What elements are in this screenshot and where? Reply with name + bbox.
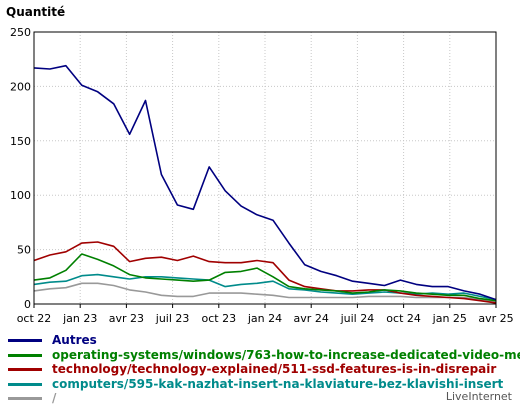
- plot-frame: [33, 31, 497, 305]
- legend-swatch: [8, 397, 42, 401]
- y-tick-label: 50: [17, 244, 31, 257]
- x-tick-label: oct 23: [202, 312, 237, 325]
- x-tick-label: oct 22: [17, 312, 52, 325]
- x-tick-label: oct 24: [386, 312, 421, 325]
- chart: Quantité 0 50 100 150 200 250 oct 22 jan 23 avr…: [6, 5, 514, 325]
- series-line: [33, 241, 497, 304]
- y-tick-labels: 0 50 100 150 200 250: [10, 26, 31, 311]
- legend-item: technology/technology-explained/511-ssd-…: [8, 362, 518, 377]
- legend-item: operating-systems/windows/763-how-to-inc…: [8, 347, 520, 363]
- grid: [33, 32, 497, 308]
- x-tick-labels: oct 22 jan 23 avr 23 juil 23 oct 23 jan 24 avr…: [17, 312, 514, 325]
- x-tick-label: juil 24: [340, 312, 375, 325]
- y-tick-label: 150: [10, 135, 31, 148]
- x-tick-label: jan 24: [247, 312, 282, 325]
- x-tick-label: avr 24: [294, 312, 329, 325]
- x-tick-label: juil 23: [155, 312, 190, 325]
- legend-label: computers/595-kak-nazhat-insert-na-klavi…: [52, 376, 504, 391]
- legend-swatch: [8, 368, 42, 372]
- legend-item: computers/595-kak-nazhat-insert-na-klavi…: [8, 377, 518, 392]
- legend-label: /: [52, 391, 57, 406]
- series-lines: [33, 64, 497, 304]
- legend-label: operating-systems/windows/763-how-to-inc…: [52, 347, 520, 362]
- legend-swatch: [8, 353, 42, 357]
- y-tick-label: 250: [10, 26, 31, 39]
- legend-item: /: [8, 391, 518, 406]
- legend-swatch: [8, 382, 42, 386]
- series-line: [33, 64, 497, 301]
- x-tick-label: avr 25: [478, 312, 513, 325]
- y-axis-title: Quantité: [6, 5, 65, 19]
- legend: Autres operating-systems/windows/763-how-…: [8, 333, 520, 406]
- brand-label: LiveInternet: [445, 390, 512, 403]
- x-tick-label: jan 25: [432, 312, 467, 325]
- series-line: [33, 253, 497, 302]
- y-tick-label: 0: [24, 298, 31, 311]
- y-tick-label: 100: [10, 189, 31, 202]
- legend-label: technology/technology-explained/511-ssd-…: [52, 362, 497, 377]
- x-tick-label: avr 23: [109, 312, 144, 325]
- legend-swatch: [8, 339, 42, 342]
- legend-label: Autres: [52, 333, 97, 348]
- y-tick-label: 200: [10, 80, 31, 93]
- series-line: [33, 282, 497, 303]
- legend-item: Autres: [8, 333, 518, 348]
- x-tick-label: jan 23: [62, 312, 97, 325]
